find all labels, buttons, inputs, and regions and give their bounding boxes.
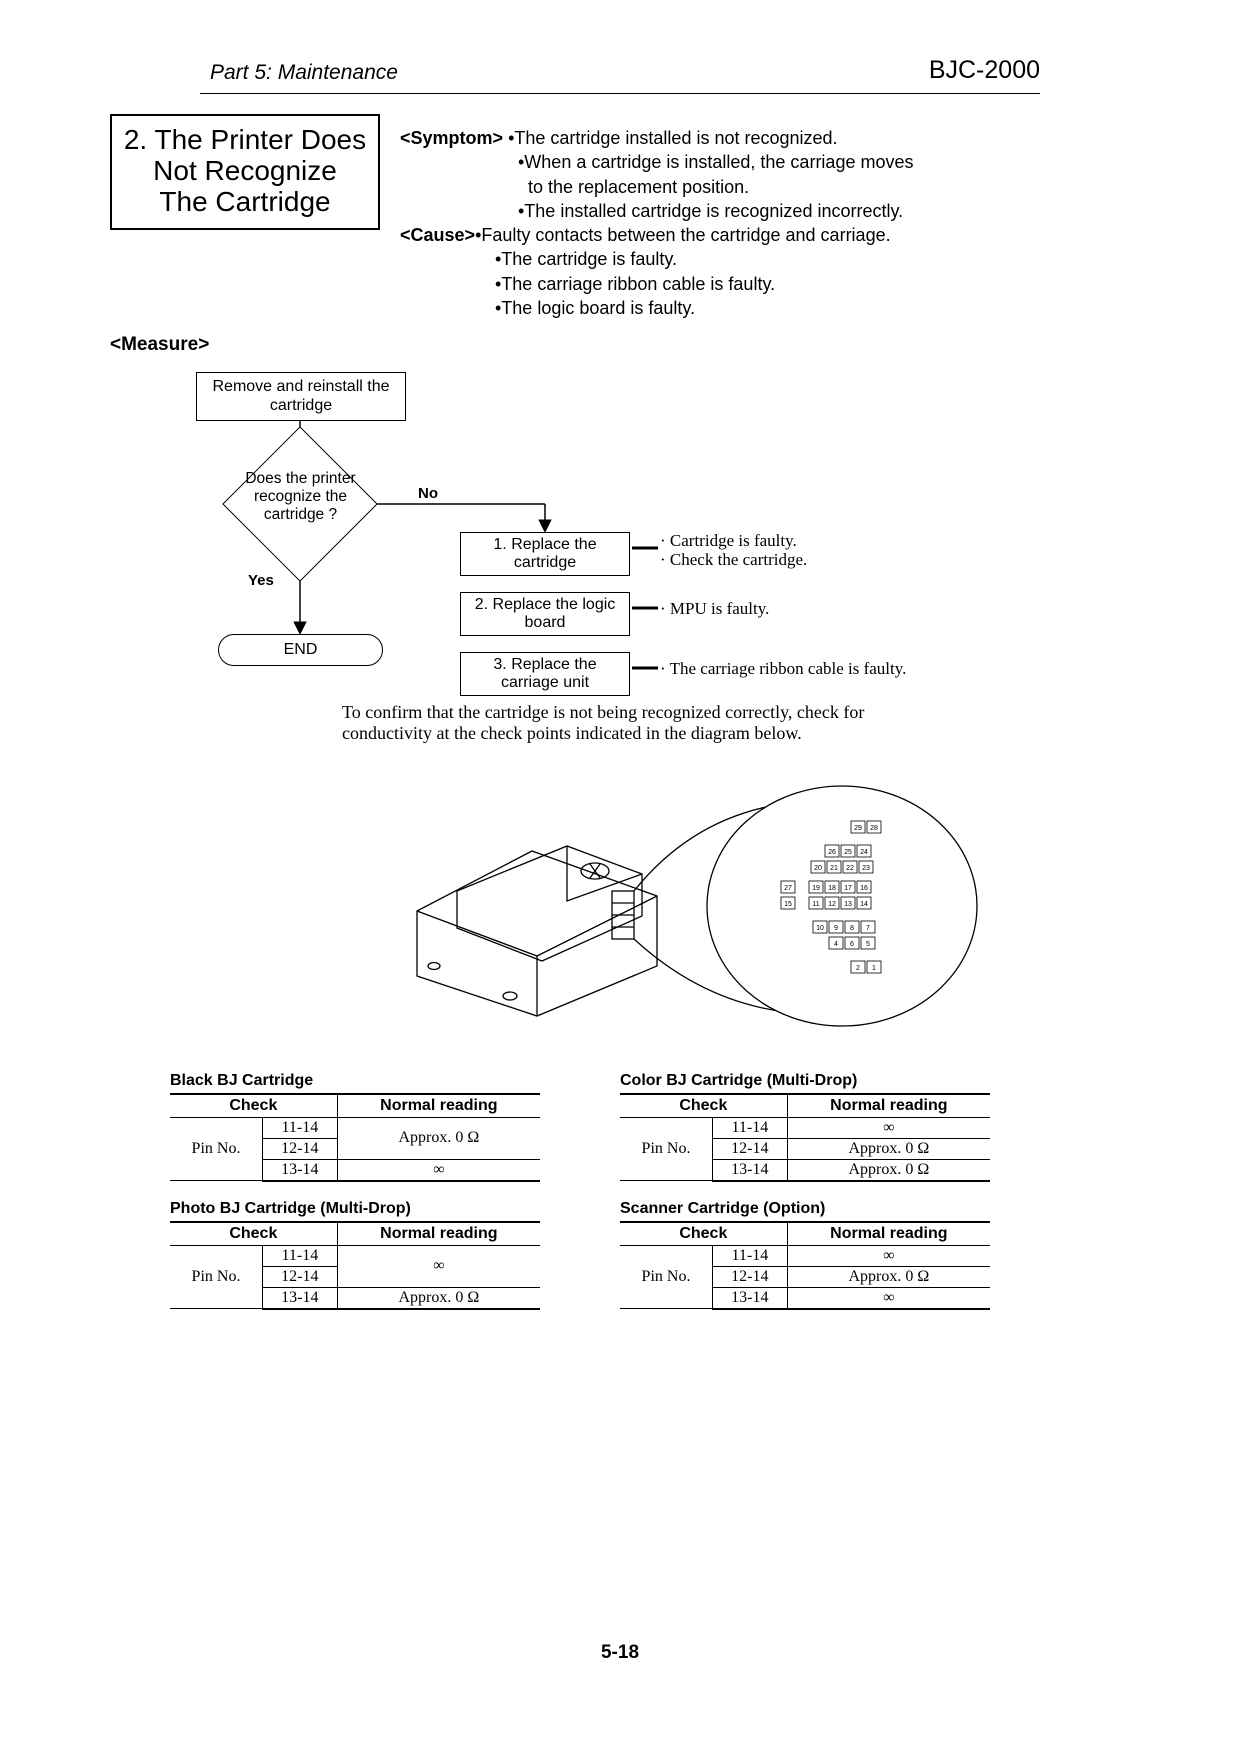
yes-label: Yes <box>248 572 274 589</box>
svg-text:13: 13 <box>844 901 852 908</box>
flow-step2: 2. Replace the logic board <box>460 592 630 635</box>
section-title-box: 2. The Printer Does Not Recognize The Ca… <box>110 114 380 230</box>
flow-step3: 3. Replace the carriage unit <box>460 652 630 695</box>
svg-text:2: 2 <box>856 965 860 972</box>
svg-text:1: 1 <box>872 965 876 972</box>
cartridge-diagram: 2928262524202122232719181716151112131410… <box>342 756 1140 1046</box>
svg-text:6: 6 <box>850 941 854 948</box>
svg-text:27: 27 <box>784 885 792 892</box>
symptom-cause-block: <Symptom> •The cartridge installed is no… <box>400 124 1140 320</box>
svg-text:12: 12 <box>828 901 836 908</box>
svg-text:26: 26 <box>828 849 836 856</box>
svg-text:28: 28 <box>870 825 878 832</box>
svg-text:11: 11 <box>812 901 819 908</box>
svg-text:23: 23 <box>862 865 870 872</box>
tbl-title-black: Black BJ Cartridge <box>170 1072 540 1090</box>
svg-text:9: 9 <box>834 925 838 932</box>
flow-start: Remove and reinstall the cartridge <box>196 372 406 421</box>
table-black: CheckNormal reading Pin No.11-14Approx. … <box>170 1093 540 1182</box>
flow-note2: · MPU is faulty. <box>660 600 769 619</box>
svg-text:5: 5 <box>866 941 870 948</box>
svg-text:7: 7 <box>866 925 870 932</box>
flow-note3: · The carriage ribbon cable is faulty. <box>660 660 906 679</box>
svg-text:4: 4 <box>834 941 838 948</box>
tbl-title-color: Color BJ Cartridge (Multi-Drop) <box>620 1072 990 1090</box>
svg-text:16: 16 <box>860 885 868 892</box>
measure-heading: <Measure> <box>110 334 1140 356</box>
flowchart: Remove and reinstall the cartridge Does … <box>110 372 1140 712</box>
svg-text:24: 24 <box>860 849 868 856</box>
flow-end: END <box>218 634 383 666</box>
tables-area: Black BJ Cartridge CheckNormal reading P… <box>170 1054 1140 1310</box>
svg-text:25: 25 <box>844 849 852 856</box>
svg-text:29: 29 <box>854 825 862 832</box>
svg-text:15: 15 <box>784 901 792 908</box>
table-color: CheckNormal reading Pin No.11-14∞ 12-14A… <box>620 1093 990 1182</box>
tbl-title-photo: Photo BJ Cartridge (Multi-Drop) <box>170 1200 540 1218</box>
no-label: No <box>418 485 438 502</box>
svg-text:18: 18 <box>828 885 836 892</box>
svg-text:14: 14 <box>860 901 868 908</box>
table-scanner: CheckNormal reading Pin No.11-14∞ 12-14A… <box>620 1221 990 1310</box>
svg-text:20: 20 <box>814 865 822 872</box>
svg-text:8: 8 <box>850 925 854 932</box>
flow-step1: 1. Replace the cartridge <box>460 532 630 575</box>
svg-text:10: 10 <box>816 925 824 932</box>
svg-text:22: 22 <box>846 865 854 872</box>
svg-text:21: 21 <box>830 865 838 872</box>
flow-decision-text: Does the printer recognize the cartridge… <box>228 470 373 523</box>
tbl-title-scanner: Scanner Cartridge (Option) <box>620 1200 990 1218</box>
page-number: 5-18 <box>0 1642 1240 1664</box>
part-title: Part 5: Maintenance <box>210 61 398 85</box>
model-number: BJC-2000 <box>929 56 1040 85</box>
flow-note1: · Cartridge is faulty. · Check the cartr… <box>660 532 807 569</box>
svg-text:17: 17 <box>844 885 852 892</box>
table-photo: CheckNormal reading Pin No.11-14∞ 12-14 … <box>170 1221 540 1310</box>
svg-text:19: 19 <box>812 885 820 892</box>
